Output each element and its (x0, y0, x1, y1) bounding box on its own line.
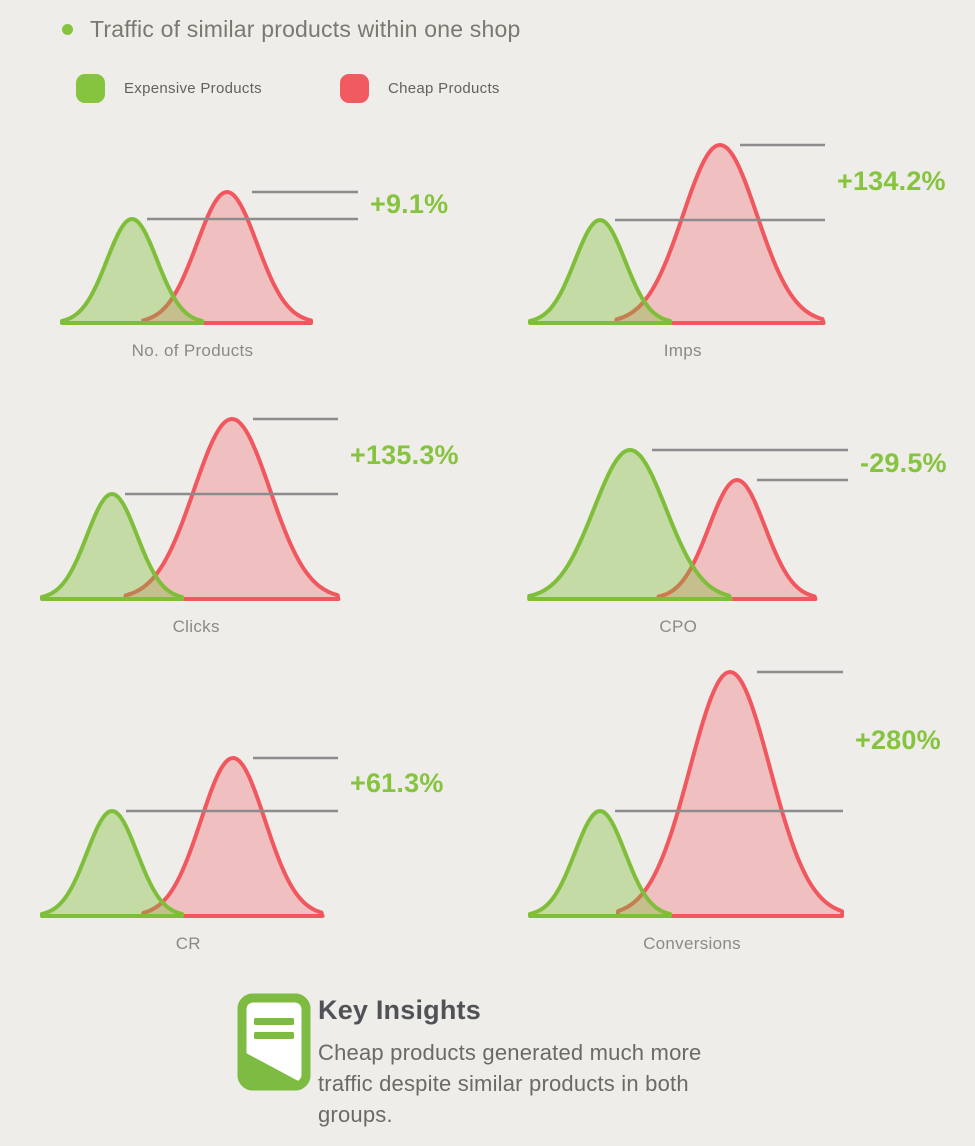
legend: Expensive Products Cheap Products (76, 74, 500, 103)
expensive-products-curve (528, 218, 672, 325)
expensive-products-curve (40, 492, 184, 601)
cheap-products-curve (656, 478, 818, 601)
page-title: Traffic of similar products within one s… (90, 16, 521, 42)
expensive-products-swatch-icon (76, 74, 105, 103)
bullet-icon (62, 24, 73, 35)
change-badge-cr: +61.3% (350, 767, 444, 798)
expensive-products-curve (527, 448, 733, 601)
cheap-products-curve (123, 417, 341, 601)
expensive-products-curve (40, 809, 184, 918)
chart-label-imps: Imps (663, 341, 702, 360)
legend-item-expensive: Expensive Products (76, 74, 262, 103)
key-insights-block: Key Insights Cheap products generated mu… (318, 995, 748, 1130)
expensive-products-curve (528, 809, 672, 918)
chart-label-cr: CR (175, 934, 201, 953)
cheap-products-curve (614, 143, 826, 325)
key-insights-body: Cheap products generated much more traff… (318, 1040, 702, 1127)
legend-label-expensive: Expensive Products (124, 80, 262, 97)
legend-label-cheap: Cheap Products (387, 80, 500, 97)
change-badge-conversions: +280% (855, 724, 941, 755)
chart-label-conversions: Conversions (643, 934, 741, 953)
expensive-products-curve (60, 217, 204, 325)
cheap-products-curve (616, 670, 844, 918)
legend-item-cheap: Cheap Products (339, 74, 500, 103)
note-document-icon (237, 993, 311, 1096)
cheap-products-curve (141, 190, 313, 325)
cheap-products-swatch-icon (339, 74, 369, 103)
chart-label-clicks: Clicks (172, 617, 220, 636)
change-badge-clicks: +135.3% (350, 439, 459, 470)
change-badge-no-of-products: +9.1% (370, 188, 449, 219)
header: Traffic of similar products within one s… (62, 16, 520, 43)
chart-label-cpo: CPO (659, 617, 698, 636)
chart-label-no-of-products: No. of Products (131, 341, 254, 360)
cheap-products-curve (141, 756, 325, 918)
change-badge-cpo: -29.5% (860, 448, 947, 478)
change-badge-imps: +134.2% (837, 165, 946, 196)
key-insights-title: Key Insights (318, 995, 481, 1025)
